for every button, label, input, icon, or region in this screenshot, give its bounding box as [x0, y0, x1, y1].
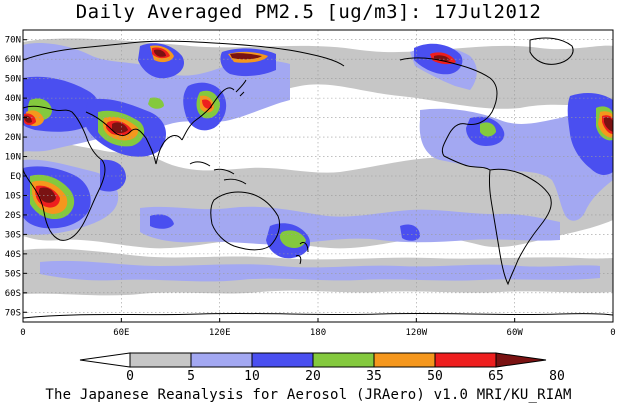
lat-label: 60S — [5, 289, 21, 299]
lon-label: 0 — [20, 328, 25, 338]
japan-coast — [235, 79, 247, 97]
colorbar-segment — [79, 352, 131, 368]
north-america-coast — [399, 57, 498, 157]
colorbar-segment — [373, 352, 436, 368]
gridlines — [23, 30, 613, 322]
eurasia-coast — [23, 40, 345, 67]
lat-label: 20S — [5, 211, 21, 221]
map-title: Daily Averaged PM2.5 [ug/m3]: 17Jul2012 — [75, 1, 542, 23]
colorbar-segment — [434, 352, 497, 368]
colorbar-label: 80 — [549, 369, 565, 384]
lat-label: 40S — [5, 250, 21, 260]
concentration-field — [23, 38, 613, 296]
colorbar-label: 10 — [244, 369, 260, 384]
colorbar: 0 5 10 20 35 50 65 80 — [79, 352, 565, 384]
greenland-coast — [529, 37, 574, 65]
lon-label: 0 — [610, 328, 615, 338]
lon-label: 60E — [113, 328, 129, 338]
lat-label: 50S — [5, 269, 21, 279]
colorbar-label: 20 — [305, 369, 321, 384]
east-asia-coast — [181, 87, 235, 141]
colorbar-segment — [312, 352, 375, 368]
coastlines — [23, 37, 613, 319]
colorbar-label: 50 — [427, 369, 443, 384]
lat-label: 70S — [5, 308, 21, 318]
colorbar-label: 5 — [187, 369, 195, 384]
credit-line: The Japanese Reanalysis for Aerosol (JRA… — [45, 387, 572, 403]
lat-label: 20N — [5, 133, 21, 143]
lat-label: 30S — [5, 230, 21, 240]
arabia-india-coast — [85, 111, 183, 165]
lat-label: 30N — [5, 114, 21, 124]
darkred-level-areas — [24, 49, 613, 203]
lat-label: 10N — [5, 153, 21, 163]
colorbar-segment — [495, 352, 547, 368]
colorbar-segment — [190, 352, 253, 368]
lon-label: 60W — [507, 328, 524, 338]
colorbar-label: 0 — [126, 369, 134, 384]
colorbar-segment — [251, 352, 314, 368]
lat-label: 40N — [5, 94, 21, 104]
indonesia-coast — [189, 161, 247, 185]
lat-label: EQ — [10, 172, 21, 182]
lat-label: 50N — [5, 75, 21, 85]
lon-label: 180 — [310, 328, 326, 338]
lat-label: 70N — [5, 36, 21, 46]
longitude-axis: 0 60E 120E 180 120W 60W 0 — [20, 318, 616, 338]
lon-label: 120W — [405, 328, 427, 338]
colorbar-segment — [129, 352, 192, 368]
antarctica-coast — [23, 312, 613, 319]
colorbar-label: 35 — [366, 369, 382, 384]
africa-coast — [23, 105, 106, 241]
lon-label: 120E — [209, 328, 231, 338]
new-zealand-coast — [295, 241, 309, 265]
lat-label: 60N — [5, 55, 21, 65]
australia-coast — [210, 191, 281, 251]
latitude-axis: 70N 60N 50N 40N 30N 20N 10N EQ 10S 20S 30S 40S 50S 60… — [5, 36, 27, 318]
colorbar-label: 65 — [488, 369, 504, 384]
lat-label: 10S — [5, 191, 21, 201]
central-america-coast — [443, 155, 491, 171]
south-america-coast — [489, 168, 552, 286]
